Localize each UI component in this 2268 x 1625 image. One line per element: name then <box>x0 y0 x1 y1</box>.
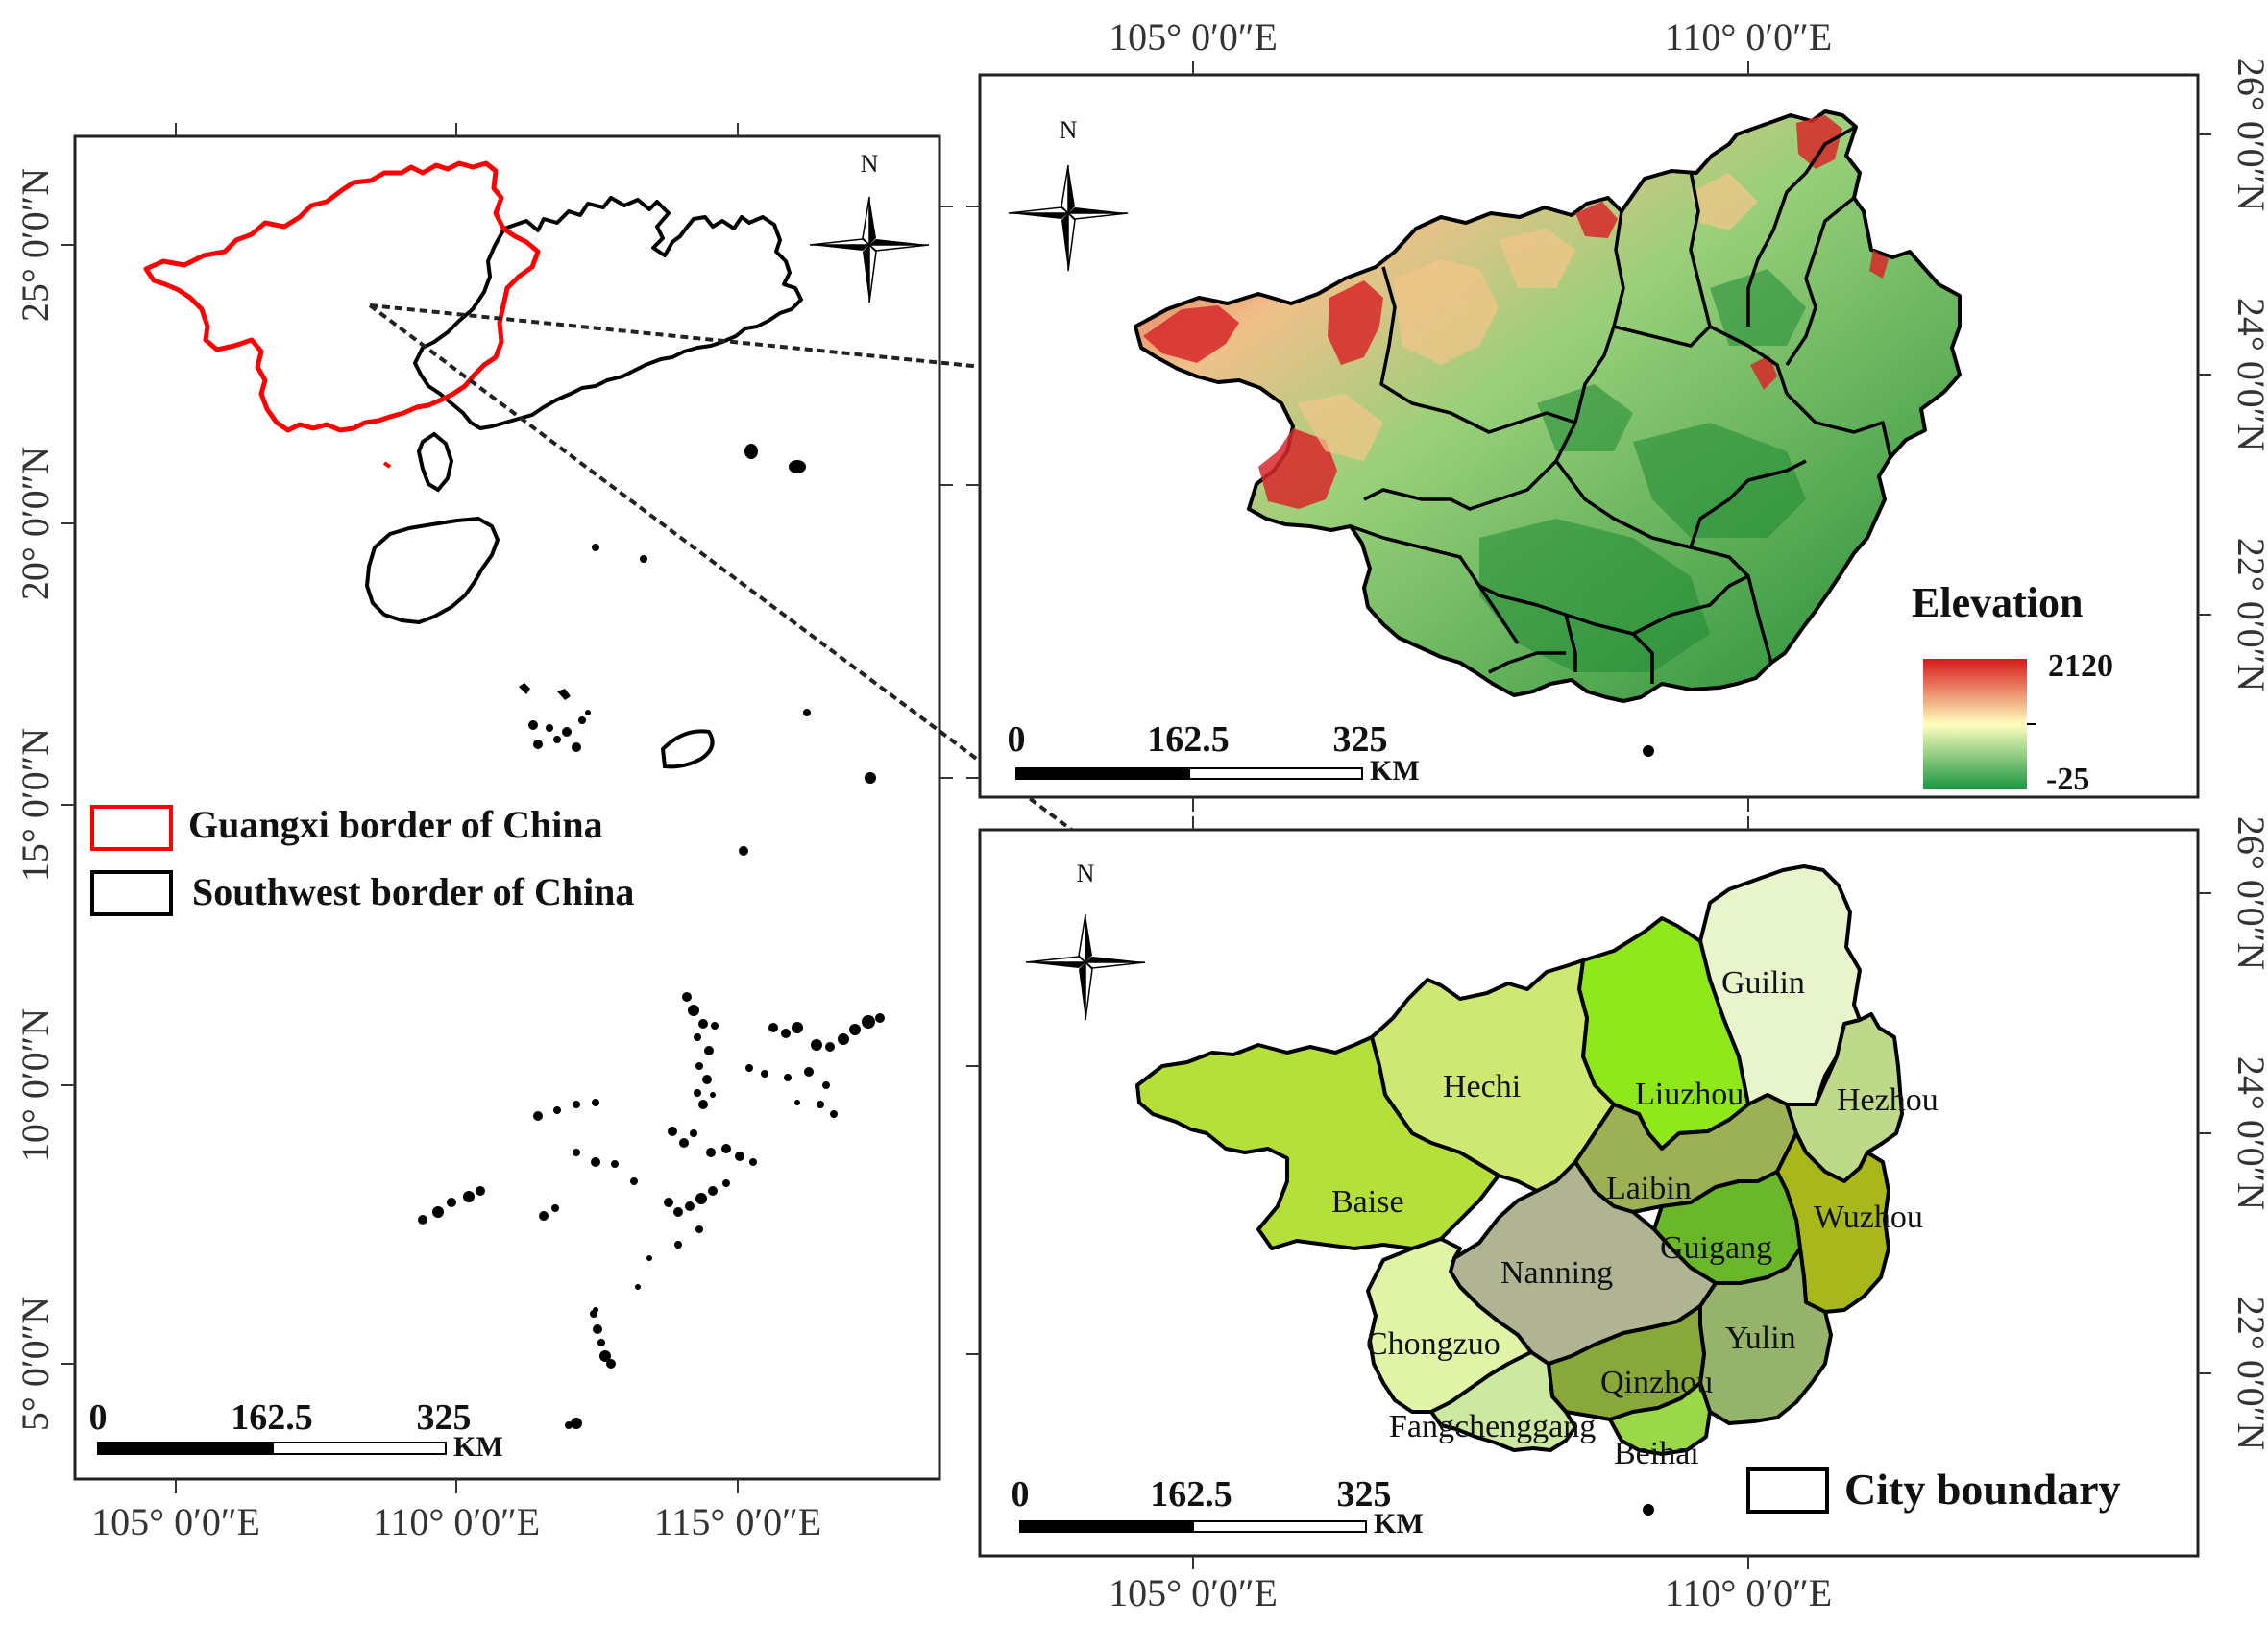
overview-ticks <box>61 123 953 1493</box>
city-region-baise <box>1135 1035 1500 1250</box>
city-label-laibin: Laibin <box>1606 1171 1692 1206</box>
city-label-beihai: Beihai <box>1614 1436 1699 1471</box>
overview-lat-label-25n: 25° 0′0″N <box>13 168 57 322</box>
city-north-arrow-icon: N <box>1025 860 1146 1021</box>
elevation-scale-mid: 162.5 <box>1147 719 1230 760</box>
overview-panel: 25° 0′0″N 20° 0′0″N 15° 0′0″N 10° 0′0″N … <box>13 123 953 1543</box>
city-boundary-label: City boundary <box>1844 1465 2121 1514</box>
city-label-guilin: Guilin <box>1721 965 1805 1001</box>
elevation-scale-bar-white <box>1188 767 1363 780</box>
overview-lon-label-105e: 105° 0′0″E <box>91 1500 260 1543</box>
elevation-lon-label-110e: 110° 0′0″E <box>1665 15 1832 59</box>
city-label-guigang: Guigang <box>1660 1230 1772 1266</box>
south-china-sea-islands <box>418 444 885 1429</box>
overview-north-arrow-icon: N <box>809 150 930 303</box>
city-label-qinzhou: Qinzhou <box>1600 1365 1713 1400</box>
southwest-border-outline <box>413 196 803 430</box>
city-scale-bar-black <box>1019 1520 1194 1533</box>
city-ticks <box>966 816 2211 1569</box>
overview-lat-label-15n: 15° 0′0″N <box>13 728 57 882</box>
city-scale-unit: KM <box>1374 1508 1424 1540</box>
city-region-fangchenggang <box>1429 1350 1577 1452</box>
elevation-legend-title: Elevation <box>1912 579 2083 626</box>
city-lat-label-24n: 24° 0′0″N <box>2230 1056 2268 1210</box>
city-scale-bar-white <box>1192 1520 1367 1533</box>
city-region-beihai <box>1608 1381 1712 1456</box>
spratly-atoll <box>660 729 715 769</box>
overview-lat-label-20n: 20° 0′0″N <box>13 447 57 600</box>
city-label-yulin: Yulin <box>1725 1321 1796 1356</box>
overview-lat-label-10n: 10° 0′0″N <box>13 1008 57 1162</box>
city-label-nanning: Nanning <box>1500 1255 1613 1291</box>
city-label-baise: Baise <box>1331 1184 1404 1220</box>
elevation-city-boundaries <box>1350 125 1892 684</box>
elevation-north-label: N <box>1060 116 1078 144</box>
elevation-panel: 105° 0′0″E 110° 0′0″E 26° 0′0″N 24° 0′0″… <box>966 15 2268 812</box>
weizhou-island <box>1643 745 1654 757</box>
elevation-scale-max: 325 <box>1333 719 1388 760</box>
leizhou-peninsula <box>416 431 454 493</box>
city-region-laibin <box>1573 1093 1798 1214</box>
legend-guangxi-swatch <box>90 805 173 851</box>
city-lon-label-110e: 110° 0′0″E <box>1665 1571 1832 1614</box>
city-lon-label-105e: 105° 0′0″E <box>1109 1571 1278 1614</box>
overview-lon-label-115e: 115° 0′0″E <box>654 1500 821 1543</box>
city-boundary-swatch <box>1746 1467 1829 1514</box>
city-label-liuzhou: Liuzhou <box>1635 1077 1744 1112</box>
city-scale-max: 325 <box>1337 1474 1392 1515</box>
elevation-legend-max: 2120 <box>2048 648 2113 684</box>
city-label-wuzhou: Wuzhou <box>1814 1200 1923 1235</box>
city-north-label: N <box>1077 860 1095 887</box>
elevation-scale-unit: KM <box>1370 755 1420 787</box>
overview-scale-max: 325 <box>417 1397 472 1438</box>
elevation-legend-min: -25 <box>2046 762 2089 797</box>
overview-scale-unit: KM <box>453 1431 503 1463</box>
overview-lat-label-5n: 5° 0′0″N <box>13 1297 57 1431</box>
overview-scale-0: 0 <box>89 1397 108 1438</box>
elevation-scale-0: 0 <box>1008 719 1026 760</box>
overview-lon-label-110e: 110° 0′0″E <box>373 1500 540 1543</box>
city-weizhou-island <box>1643 1504 1654 1516</box>
elevation-lat-label-26n: 26° 0′0″N <box>2230 58 2268 211</box>
legend-southwest-swatch <box>90 870 173 916</box>
city-label-fangchenggang: Fangchenggang <box>1389 1409 1596 1444</box>
overview-frame <box>73 134 941 1481</box>
city-lat-label-26n: 26° 0′0″N <box>2230 816 2268 970</box>
lowland-areas <box>1479 269 1806 672</box>
elevation-north-arrow-icon: N <box>1008 116 1129 272</box>
city-labels: Guilin Hezhou Liuzhou Hechi Baise Laibin… <box>1331 965 1939 1471</box>
elevation-lon-label-105e: 105° 0′0″E <box>1109 15 1278 59</box>
city-region-qinzhou <box>1547 1304 1706 1421</box>
guangxi-small-island <box>382 461 392 469</box>
guangxi-border-outline <box>143 160 541 433</box>
elevation-lat-label-22n: 22° 0′0″N <box>2230 538 2268 691</box>
overview-scale-mid: 162.5 <box>231 1397 313 1438</box>
overview-north-label: N <box>861 150 879 178</box>
city-label-chongzuo: Chongzuo <box>1366 1326 1500 1362</box>
mid-elevation-areas <box>1297 173 1758 461</box>
city-lat-label-22n: 22° 0′0″N <box>2230 1297 2268 1450</box>
guangxi-elevation-map <box>1134 109 1962 757</box>
city-map <box>1135 864 1904 1456</box>
elevation-color-ramp <box>1923 659 2027 789</box>
elevation-scale-bar-black <box>1015 767 1190 780</box>
elevation-lat-label-24n: 24° 0′0″N <box>2230 298 2268 451</box>
legend-southwest-label: Southwest border of China <box>192 870 634 913</box>
city-scale-mid: 162.5 <box>1150 1474 1232 1515</box>
city-panel: 105° 0′0″E 110° 0′0″E 26° 0′0″N 24° 0′0″… <box>966 816 2268 1614</box>
hainan-island <box>365 517 500 624</box>
city-label-hechi: Hechi <box>1443 1069 1521 1104</box>
city-label-hezhou: Hezhou <box>1837 1082 1939 1118</box>
elevation-ticks <box>966 61 2211 812</box>
high-elevation-areas <box>1143 115 1889 509</box>
overview-scale-bar-black <box>97 1442 274 1455</box>
legend-guangxi-label: Guangxi border of China <box>188 803 603 846</box>
overview-scale-bar-white <box>272 1442 447 1455</box>
city-scale-0: 0 <box>1012 1474 1030 1515</box>
